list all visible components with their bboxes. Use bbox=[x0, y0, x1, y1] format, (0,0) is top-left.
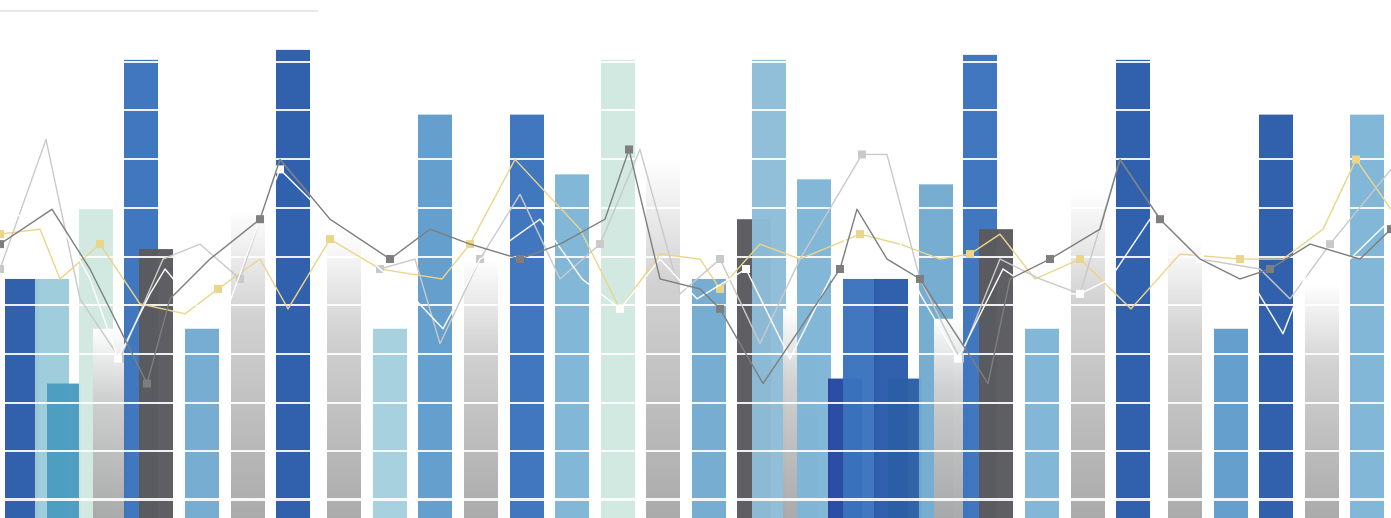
bar-15 bbox=[510, 114, 544, 518]
line-series-3-marker-10 bbox=[276, 165, 284, 174]
gridline-1 bbox=[0, 61, 1391, 63]
gridlines bbox=[0, 61, 1391, 501]
line-series-4-marker-37 bbox=[1387, 225, 1391, 234]
line-series-4-marker-28 bbox=[1046, 255, 1054, 264]
line-series-3-marker-16 bbox=[501, 240, 509, 249]
line-series-3-marker-19 bbox=[616, 304, 624, 313]
bar-11 bbox=[327, 234, 361, 518]
line-series-2-marker-16 bbox=[596, 240, 604, 249]
line-series-2-marker-34 bbox=[1326, 240, 1334, 249]
line-series-1-marker-19 bbox=[716, 284, 724, 293]
line-series-1-marker-34 bbox=[1352, 155, 1360, 164]
line-series-4-marker-7 bbox=[256, 215, 264, 224]
bar-18 bbox=[646, 159, 680, 518]
bar-16 bbox=[555, 174, 589, 518]
line-series-1-marker-31 bbox=[1236, 255, 1244, 264]
line-series-1-marker-4 bbox=[96, 240, 104, 249]
bar-34 bbox=[1116, 59, 1150, 518]
line-series-4-marker-34 bbox=[1266, 265, 1274, 273]
bar-10 bbox=[276, 49, 310, 518]
bar-38 bbox=[1305, 283, 1339, 518]
line-series-3-marker-31 bbox=[1076, 289, 1084, 298]
line-series-1-marker-28 bbox=[1076, 255, 1084, 264]
line-series-1-marker-7 bbox=[214, 284, 222, 293]
line-series-3-marker-13 bbox=[406, 289, 414, 298]
line-series-1-marker-1 bbox=[0, 230, 4, 239]
line-series-4-marker-16 bbox=[625, 145, 633, 154]
bar-32 bbox=[1025, 328, 1059, 518]
line-series-layer bbox=[0, 138, 1391, 388]
bar-8 bbox=[185, 328, 219, 518]
gridline-10 bbox=[0, 498, 1391, 501]
bar-37 bbox=[1259, 114, 1293, 518]
bar-36 bbox=[1214, 328, 1248, 518]
line-series-4-marker-1 bbox=[0, 240, 4, 249]
bar-12 bbox=[373, 328, 407, 518]
bar-21 bbox=[752, 59, 786, 518]
bar-13 bbox=[418, 114, 452, 518]
bar-19 bbox=[692, 278, 726, 518]
line-series-1-marker-10 bbox=[326, 235, 334, 244]
line-series-4-marker-13 bbox=[516, 255, 524, 264]
line-series-4-marker-31 bbox=[1156, 215, 1164, 224]
bar-9 bbox=[231, 209, 265, 518]
bars-layer bbox=[5, 49, 1384, 518]
gridline-7 bbox=[0, 353, 1391, 355]
line-series-4-marker-19 bbox=[716, 304, 724, 313]
gridline-9 bbox=[0, 450, 1391, 452]
gridline-3 bbox=[0, 158, 1391, 160]
line-series-4-marker-10 bbox=[386, 255, 394, 264]
gridline-4 bbox=[0, 207, 1391, 209]
line-series-2-marker-7 bbox=[236, 274, 244, 283]
bar-25 bbox=[843, 278, 877, 518]
top-rule bbox=[0, 10, 318, 12]
line-series-3-marker-28 bbox=[954, 354, 962, 363]
line-series-4-marker-4 bbox=[143, 379, 151, 388]
bar-31 bbox=[979, 229, 1013, 518]
bar-35 bbox=[1168, 239, 1202, 518]
line-series-2-marker-22 bbox=[858, 150, 866, 159]
gridline-6 bbox=[0, 304, 1391, 306]
bar-14 bbox=[464, 259, 498, 518]
bar-17 bbox=[601, 59, 635, 518]
line-series-2-marker-19 bbox=[716, 255, 724, 264]
line-series-3-marker-37 bbox=[1314, 240, 1322, 249]
line-series-1-marker-22 bbox=[856, 230, 864, 239]
line-series-1 bbox=[0, 158, 1391, 315]
gridline-8 bbox=[0, 402, 1391, 404]
line-series-3-marker-4 bbox=[114, 354, 122, 363]
bar-1 bbox=[5, 278, 39, 518]
line-series-1-marker-25 bbox=[966, 250, 974, 259]
line-series-3-marker-1 bbox=[0, 215, 4, 224]
line-series-3 bbox=[0, 168, 1391, 360]
line-series-3-marker-22 bbox=[742, 265, 750, 273]
bar-23 bbox=[797, 179, 831, 518]
line-series-2-marker-1 bbox=[0, 265, 4, 273]
gridline-5 bbox=[0, 256, 1391, 258]
line-series-4-marker-25 bbox=[916, 274, 924, 283]
gridline-2 bbox=[0, 109, 1391, 111]
line-series-4-marker-22 bbox=[836, 265, 844, 273]
line-series-3-marker-7 bbox=[186, 294, 194, 303]
bar-27 bbox=[888, 378, 922, 518]
